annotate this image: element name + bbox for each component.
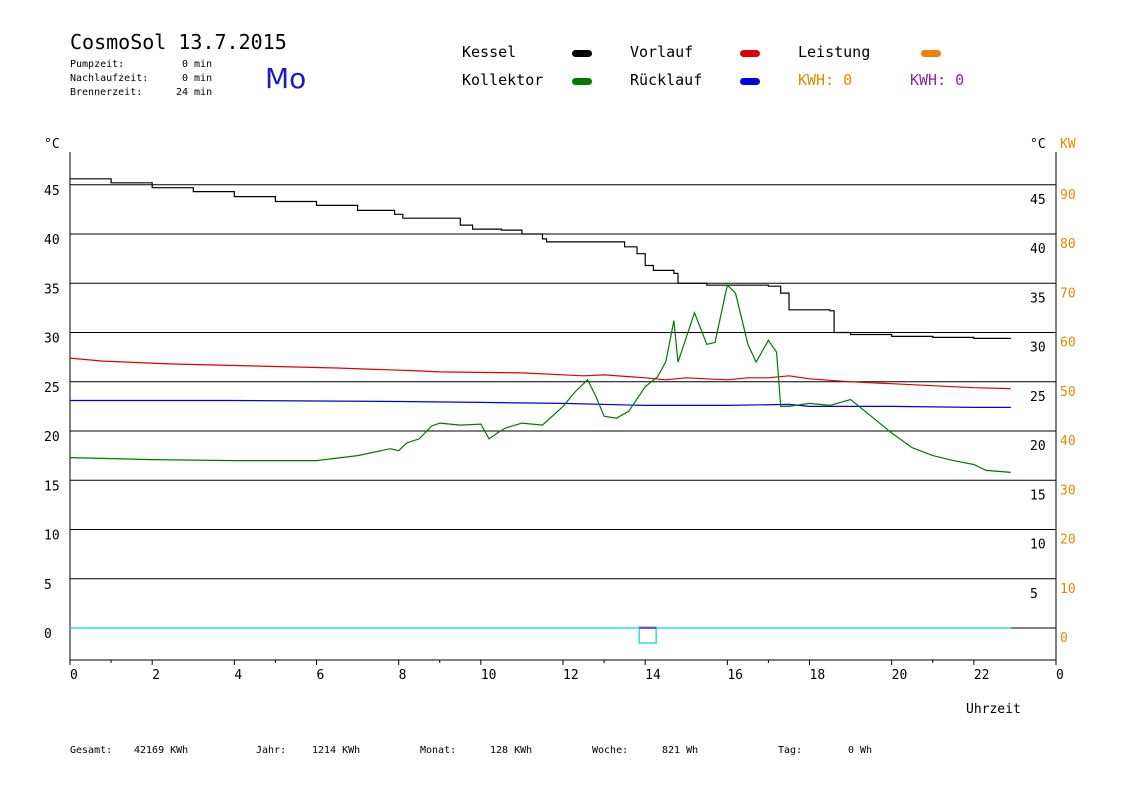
- y-tick-label-kw: 40: [1060, 434, 1076, 449]
- y-axis-kw-unit: KW: [1060, 137, 1076, 152]
- legend-kollektor-swatch: [572, 78, 592, 85]
- baseline-marker: [638, 626, 657, 644]
- series-line-kollektor: [69, 284, 1011, 473]
- x-tick-label: 4: [234, 668, 242, 683]
- y-tick-label-left: 5: [44, 578, 52, 593]
- pump-time-value: 0 min: [182, 59, 213, 70]
- y-tick-label-right: 25: [1030, 390, 1046, 405]
- footer-year-value: 1214 KWh: [312, 745, 361, 756]
- runoff-time-value: 0 min: [182, 73, 213, 84]
- footer-month-value: 128 KWh: [490, 745, 533, 756]
- y-tick-label-kw: 0: [1060, 631, 1068, 646]
- y-tick-label-kw: 90: [1060, 188, 1076, 203]
- y-tick-label-left: 45: [44, 184, 60, 199]
- y-tick-label-left: 15: [44, 479, 60, 494]
- x-tick-label: 0: [70, 668, 78, 683]
- footer-total-value: 42169 KWh: [134, 745, 189, 756]
- y-tick-label-kw: 10: [1060, 582, 1076, 597]
- y-axis-left-unit: °C: [44, 137, 60, 152]
- x-tick-label: 22: [974, 668, 990, 683]
- legend-kessel-swatch: [572, 50, 592, 57]
- legend-kwh-solar: KWH: 0: [798, 71, 853, 89]
- x-tick-label: 14: [645, 668, 661, 683]
- y-tick-label-kw: 70: [1060, 286, 1076, 301]
- x-tick-label: 6: [317, 668, 325, 683]
- y-tick-label-right: 15: [1030, 488, 1046, 503]
- legend-vorlauf-label: Vorlauf: [630, 43, 694, 61]
- footer-day-value: 0 Wh: [848, 745, 873, 756]
- y-tick-label-kw: 30: [1060, 483, 1076, 498]
- x-tick-label: 8: [399, 668, 407, 683]
- y-tick-label-right: 10: [1030, 538, 1046, 553]
- footer-month-label: Monat:: [420, 745, 457, 756]
- runoff-time-label: Nachlaufzeit:: [70, 73, 149, 84]
- y-tick-label-right: 45: [1030, 193, 1046, 208]
- x-axis-label: Uhrzeit: [966, 702, 1021, 717]
- footer-year-label: Jahr:: [256, 745, 287, 756]
- y-tick-label-kw: 20: [1060, 533, 1076, 548]
- y-tick-label-right: 20: [1030, 439, 1046, 454]
- series-line-rcklauf: [70, 399, 1011, 408]
- y-tick-label-kw: 50: [1060, 385, 1076, 400]
- x-tick-label: 20: [892, 668, 908, 683]
- y-tick-label-right: 30: [1030, 341, 1046, 356]
- footer-day-label: Tag:: [778, 745, 803, 756]
- legend-kessel-label: Kessel: [462, 43, 517, 61]
- burner-time-value: 24 min: [176, 87, 213, 98]
- x-tick-label: 12: [563, 668, 579, 683]
- y-tick-label-left: 0: [44, 627, 52, 642]
- legend-kollektor-label: Kollektor: [462, 71, 544, 89]
- burner-time-label: Brennerzeit:: [70, 87, 143, 98]
- x-tick-label: 18: [810, 668, 826, 683]
- chart-title: CosmoSol 13.7.2015: [70, 30, 287, 54]
- series-line-kessel: [70, 178, 1011, 339]
- y-tick-label-right: 40: [1030, 242, 1046, 257]
- y-tick-label-right: 35: [1030, 291, 1046, 306]
- y-tick-label-left: 35: [44, 282, 60, 297]
- y-tick-label-kw: 60: [1060, 336, 1076, 351]
- legend-ruecklauf-label: Rücklauf: [630, 71, 703, 89]
- y-tick-label-left: 25: [44, 381, 60, 396]
- y-tick-label-left: 40: [44, 233, 60, 248]
- footer-week-value: 821 Wh: [662, 745, 699, 756]
- legend-vorlauf-swatch: [740, 50, 760, 57]
- x-tick-label: 10: [481, 668, 497, 683]
- y-tick-label-right: 5: [1030, 587, 1038, 602]
- y-tick-label-left: 20: [44, 430, 60, 445]
- x-tick-label: 2: [152, 668, 160, 683]
- legend-kwh-burner: KWH: 0: [910, 71, 965, 89]
- legend-ruecklauf-swatch: [740, 78, 760, 85]
- y-tick-label-left: 10: [44, 529, 60, 544]
- pump-time-label: Pumpzeit:: [70, 59, 125, 70]
- baseline-marker-top: [639, 627, 657, 629]
- y-tick-label-left: 30: [44, 332, 60, 347]
- x-tick-label: 16: [727, 668, 743, 683]
- legend-leistung-swatch: [921, 50, 941, 57]
- footer-total-label: Gesamt:: [70, 745, 113, 756]
- y-axis-right-unit: °C: [1030, 137, 1046, 152]
- legend-leistung-label: Leistung: [798, 43, 871, 61]
- x-tick-label: 0: [1056, 668, 1064, 683]
- weekday-label: Mo: [265, 62, 307, 95]
- series-line-vorlauf: [69, 357, 1011, 390]
- y-tick-label-kw: 80: [1060, 237, 1076, 252]
- footer-week-label: Woche:: [592, 745, 629, 756]
